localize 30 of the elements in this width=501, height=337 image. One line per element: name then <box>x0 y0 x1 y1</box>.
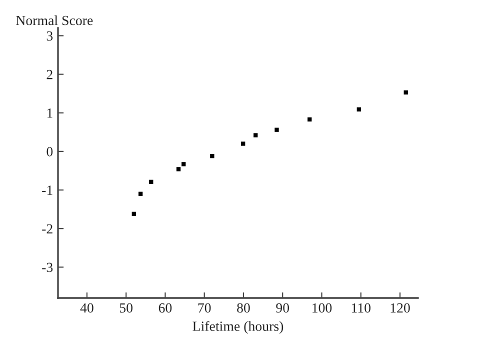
y-tick-label: 1 <box>47 108 52 118</box>
point <box>274 128 279 132</box>
x-tick-label: 60 <box>158 303 172 313</box>
x-tick-label: 80 <box>237 303 250 313</box>
point <box>356 107 361 112</box>
y-tick-label: 0 <box>46 147 53 156</box>
y-tick-label: -2 <box>42 224 52 234</box>
point <box>176 167 181 172</box>
point <box>132 212 136 216</box>
point <box>254 133 258 138</box>
x-tick-label: 100 <box>312 303 332 313</box>
point <box>210 154 214 158</box>
x-tick-label: 50 <box>120 303 132 313</box>
x-tick-label: 110 <box>352 303 370 313</box>
y-tick-label: -1 <box>42 186 52 195</box>
point <box>404 90 408 94</box>
point <box>149 180 154 184</box>
point <box>241 142 246 146</box>
y-tick-label: -3 <box>42 262 53 272</box>
x-axis-title: Lifetime (hours) <box>192 321 284 334</box>
x-tick-label: 70 <box>198 303 211 313</box>
y-tick-label: 2 <box>46 70 52 80</box>
y-tick-label: 3 <box>46 31 53 41</box>
point <box>138 192 143 196</box>
x-tick-label: 90 <box>276 303 290 313</box>
y-axis-title: Normal Score <box>16 15 93 26</box>
x-tick-label: 40 <box>80 303 94 313</box>
point <box>182 162 186 166</box>
point <box>308 117 312 122</box>
x-tick-label: 120 <box>390 303 410 313</box>
